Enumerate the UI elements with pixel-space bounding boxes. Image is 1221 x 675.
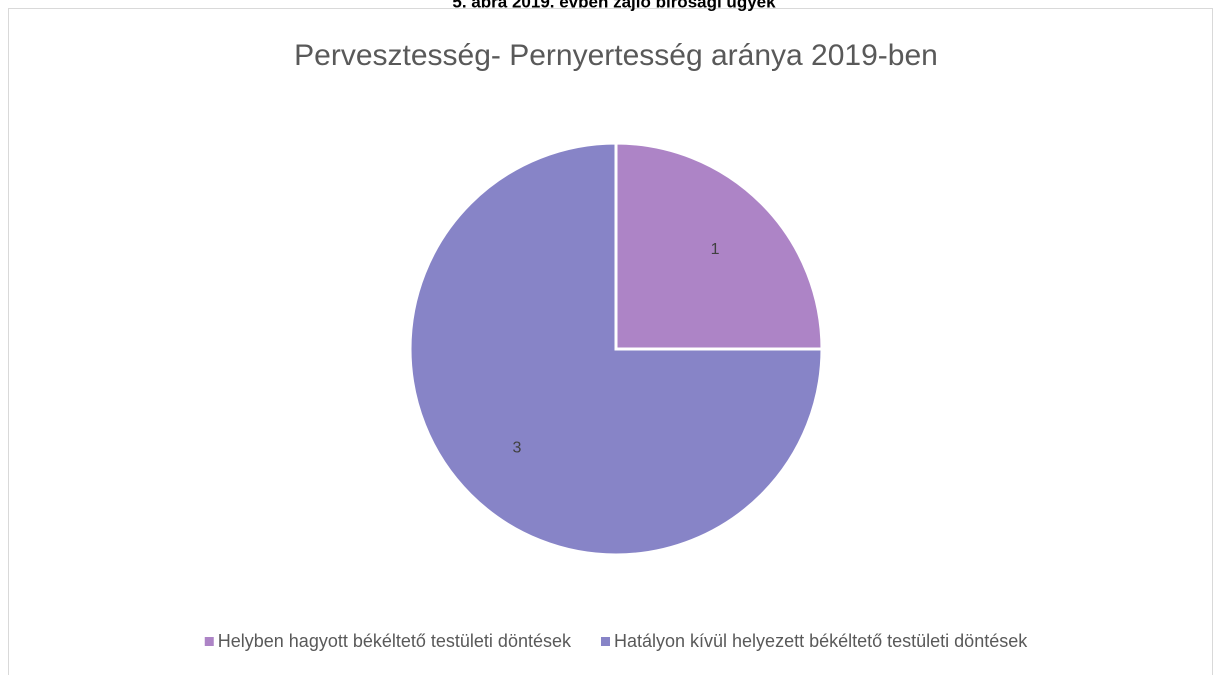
pie-slice — [614, 141, 824, 351]
legend-marker — [600, 637, 610, 646]
pie-slice — [408, 141, 824, 557]
legend-label: Helyben hagyott békéltető testületi dönt… — [218, 631, 572, 651]
legend-marker — [204, 637, 214, 646]
figure-caption: 5. ábra 2019. évben zajló bírósági ügyek — [452, 0, 776, 11]
legend-label: Hatályon kívül helyezett békéltető testü… — [614, 631, 1028, 651]
data-label: 3 — [512, 439, 521, 456]
chart-title: Pervesztesség- Pernyertesség aránya 2019… — [294, 39, 938, 72]
data-label: 1 — [711, 241, 720, 258]
